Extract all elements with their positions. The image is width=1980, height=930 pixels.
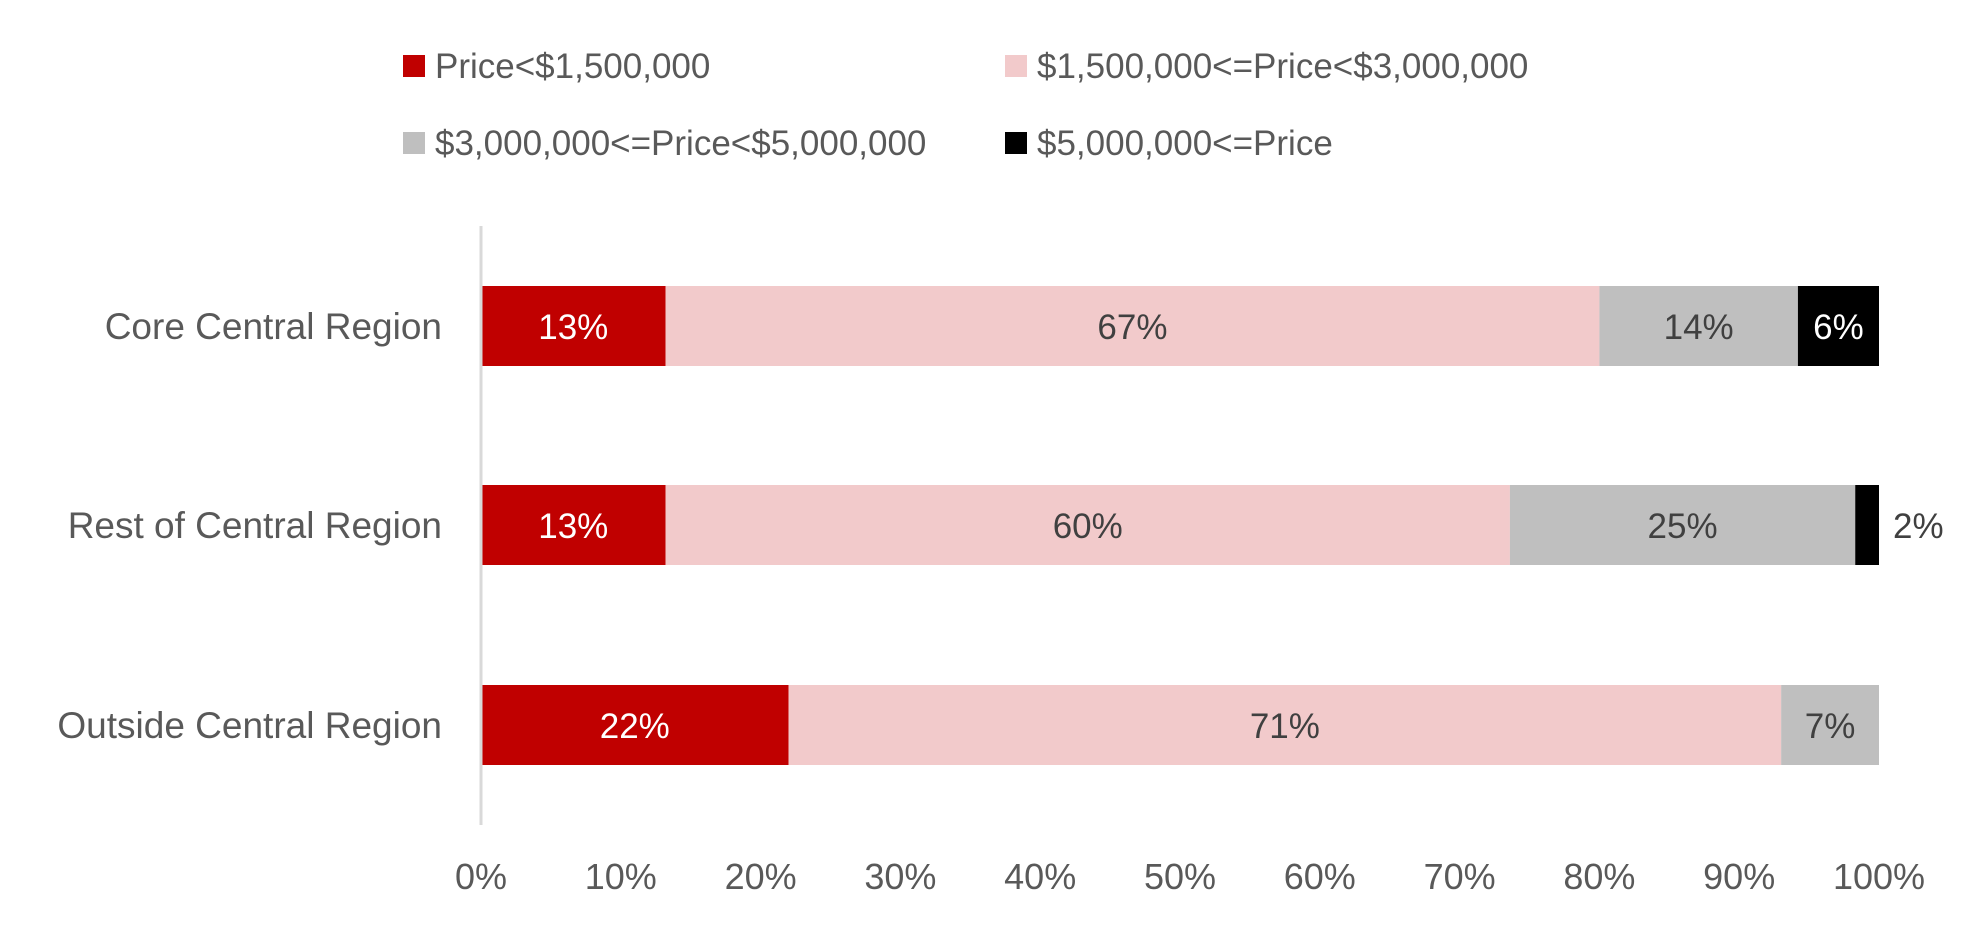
legend-label-3: $3,000,000<=Price<$5,000,000	[435, 124, 926, 163]
legend-label-1: Price<$1,500,000	[435, 47, 710, 86]
tick-label-5: 40%	[1004, 856, 1076, 897]
category-labels: Core Central Region Rest of Central Regio…	[57, 306, 442, 746]
tick-label-9: 80%	[1563, 856, 1635, 897]
legend-swatch-1	[403, 55, 425, 77]
category-label-3: Outside Central Region	[57, 705, 442, 746]
data-label-2-1: 13%	[538, 507, 608, 546]
legend: Price<$1,500,000 $1,500,000<=Price<$3,000…	[403, 47, 1528, 163]
tick-label-6: 50%	[1144, 856, 1216, 897]
bar-segment-1-3	[1599, 286, 1798, 366]
bar-segment-3-2	[788, 685, 1782, 765]
data-label-1-4: 6%	[1813, 308, 1864, 347]
tick-label-7: 60%	[1284, 856, 1356, 897]
bar-segment-3-3	[1781, 685, 1879, 765]
bars: 13% 67% 14% 6% 13% 60% 25% 2% 22% 71% 7%	[481, 286, 1944, 765]
category-label-2: Rest of Central Region	[68, 505, 442, 546]
data-label-3-1: 22%	[600, 707, 670, 746]
value-axis-tick-labels: 0% 10% 20% 30% 40% 50% 60% 70% 80% 90% 100%	[455, 856, 1925, 897]
data-label-3-3: 7%	[1805, 707, 1856, 746]
bar-segment-2-2	[665, 485, 1510, 565]
bar-segment-2-3	[1509, 485, 1856, 565]
tick-label-10: 90%	[1703, 856, 1775, 897]
tick-label-2: 10%	[585, 856, 657, 897]
legend-swatch-4	[1005, 132, 1027, 154]
category-label-1: Core Central Region	[105, 306, 442, 347]
data-label-1-2: 67%	[1097, 308, 1167, 347]
tick-label-4: 30%	[864, 856, 936, 897]
data-label-1-3: 14%	[1664, 308, 1734, 347]
bar-segment-3-1	[481, 685, 789, 765]
data-label-3-2: 71%	[1250, 707, 1320, 746]
tick-label-11: 100%	[1833, 856, 1925, 897]
data-label-2-4: 2%	[1893, 507, 1944, 546]
data-label-1-1: 13%	[538, 308, 608, 347]
bar-segment-2-1	[481, 485, 666, 565]
data-label-2-3: 25%	[1648, 507, 1718, 546]
legend-swatch-2	[1005, 55, 1027, 77]
bar-segment-1-2	[665, 286, 1600, 366]
legend-label-4: $5,000,000<=Price	[1037, 124, 1333, 163]
data-label-2-2: 60%	[1053, 507, 1123, 546]
bar-segment-2-4	[1855, 485, 1879, 565]
bar-segment-1-4	[1797, 286, 1879, 366]
tick-label-1: 0%	[455, 856, 507, 897]
tick-label-8: 70%	[1424, 856, 1496, 897]
legend-label-2: $1,500,000<=Price<$3,000,000	[1037, 47, 1528, 86]
bar-segment-1-1	[481, 286, 666, 366]
tick-label-3: 20%	[725, 856, 797, 897]
legend-swatch-3	[403, 132, 425, 154]
